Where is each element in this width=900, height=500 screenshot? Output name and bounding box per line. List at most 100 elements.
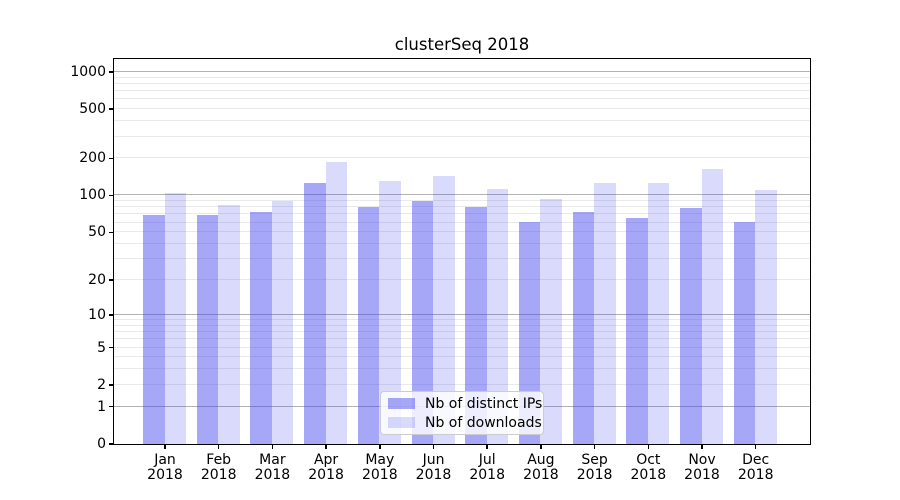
x-tick-month: May	[365, 452, 395, 468]
gridline-minor	[114, 206, 810, 208]
y-tick-mark	[109, 346, 114, 349]
bar-jan-ips	[143, 215, 165, 444]
x-tick-mark	[593, 444, 596, 449]
gridline-minor	[114, 324, 810, 326]
x-tick-month: Feb	[206, 452, 232, 468]
bar-aug-ips	[518, 222, 541, 444]
x-tick-mark	[540, 444, 542, 449]
bar-mar-ips	[250, 212, 272, 444]
x-tick-label: Apr 2018	[298, 453, 354, 483]
x-tick-label: Sep 2018	[567, 453, 623, 483]
y-tick-label: 50	[88, 224, 106, 241]
legend-swatch-downloads	[388, 416, 415, 429]
gridline-minor	[114, 135, 810, 137]
gridline-minor	[114, 221, 810, 223]
x-tick-mark	[217, 444, 220, 449]
gridline-minor	[114, 231, 810, 233]
gridline-minor	[114, 120, 810, 122]
y-tick-label: 1	[97, 398, 106, 415]
x-tick-label: Oct 2018	[620, 453, 676, 483]
y-tick-mark	[109, 71, 114, 73]
bar-jun-downloads	[433, 176, 455, 444]
x-tick-month: Nov	[688, 452, 716, 468]
x-tick-label: Aug 2018	[513, 453, 569, 483]
y-tick-label: 100	[79, 187, 106, 204]
bar-may-downloads	[379, 180, 401, 444]
bar-sep-ips	[572, 212, 595, 444]
bar-nov-ips	[680, 207, 702, 444]
gridline-minor	[114, 157, 810, 159]
legend: Nb of distinct IPs Nb of downloads	[380, 391, 544, 435]
gridline-major	[114, 194, 810, 196]
y-tick-label: 500	[79, 101, 106, 118]
x-tick-year: 2018	[469, 467, 505, 483]
x-tick-year: 2018	[254, 467, 291, 483]
x-tick-month: Jun	[422, 452, 445, 468]
y-tick-mark	[109, 443, 114, 445]
gridline-minor	[114, 200, 810, 202]
bar-apr-downloads	[325, 161, 348, 444]
y-tick-mark	[109, 194, 114, 197]
y-tick-label: 2	[97, 376, 106, 393]
bar-jul-ips	[465, 206, 487, 444]
y-tick-mark	[109, 384, 114, 386]
bar-jul-downloads	[486, 188, 509, 444]
y-tick-label: 20	[88, 272, 106, 289]
gridline-minor	[114, 90, 810, 92]
x-tick-label: Nov 2018	[674, 453, 730, 483]
gridline-minor	[114, 108, 810, 110]
x-tick-month: Dec	[742, 452, 770, 468]
gridline-minor	[114, 383, 810, 385]
gridline-minor	[114, 213, 810, 215]
gridline-minor	[114, 356, 810, 358]
x-tick-year: 2018	[737, 467, 774, 483]
gridline-minor	[114, 258, 810, 260]
gridline-minor	[114, 346, 810, 348]
bar-dec-downloads	[755, 190, 777, 444]
legend-label-downloads: Nb of downloads	[425, 414, 542, 431]
x-tick-label: May 2018	[352, 453, 408, 483]
gridline-minor	[114, 98, 810, 100]
x-tick-mark	[325, 444, 327, 449]
bar-dec-ips	[733, 222, 756, 444]
y-tick-label: 5	[97, 339, 106, 356]
bar-feb-downloads	[218, 204, 240, 444]
bar-jun-ips	[411, 201, 433, 444]
x-tick-mark	[271, 444, 274, 449]
bar-sep-downloads	[594, 183, 616, 444]
x-tick-mark	[432, 444, 435, 449]
y-tick-mark	[109, 231, 114, 233]
gridline-minor	[114, 279, 810, 281]
bar-nov-downloads	[701, 168, 723, 444]
x-tick-mark	[164, 444, 166, 449]
gridline-minor	[114, 331, 810, 333]
x-tick-year: 2018	[361, 467, 398, 483]
gridline-minor	[114, 368, 810, 370]
x-tick-mark	[701, 444, 703, 449]
x-tick-month: Mar	[259, 452, 286, 468]
x-tick-month: Apr	[313, 452, 339, 468]
x-tick-month: Aug	[527, 452, 555, 468]
bar-oct-ips	[626, 217, 648, 444]
gridline-minor	[114, 82, 810, 84]
x-tick-month: Jan	[154, 452, 176, 468]
x-tick-month: Oct	[636, 452, 661, 468]
bar-jan-downloads	[164, 192, 186, 444]
chart-title: clusterSeq 2018	[394, 35, 530, 54]
y-tick-mark	[109, 405, 114, 408]
x-tick-label: Jan 2018	[137, 453, 193, 483]
x-tick-year: 2018	[147, 467, 183, 483]
x-tick-mark	[647, 444, 650, 449]
bar-oct-downloads	[647, 182, 670, 444]
x-tick-mark	[379, 444, 381, 449]
bar-feb-ips	[196, 214, 219, 444]
y-tick-mark	[109, 314, 114, 316]
y-tick-mark	[109, 279, 114, 281]
bar-aug-downloads	[540, 199, 562, 444]
y-tick-mark	[109, 157, 114, 160]
y-tick-label: 10	[88, 306, 106, 323]
bar-apr-ips	[304, 182, 326, 444]
x-tick-label: Feb 2018	[191, 453, 247, 483]
bar-mar-downloads	[271, 201, 294, 444]
x-tick-year: 2018	[630, 467, 667, 483]
